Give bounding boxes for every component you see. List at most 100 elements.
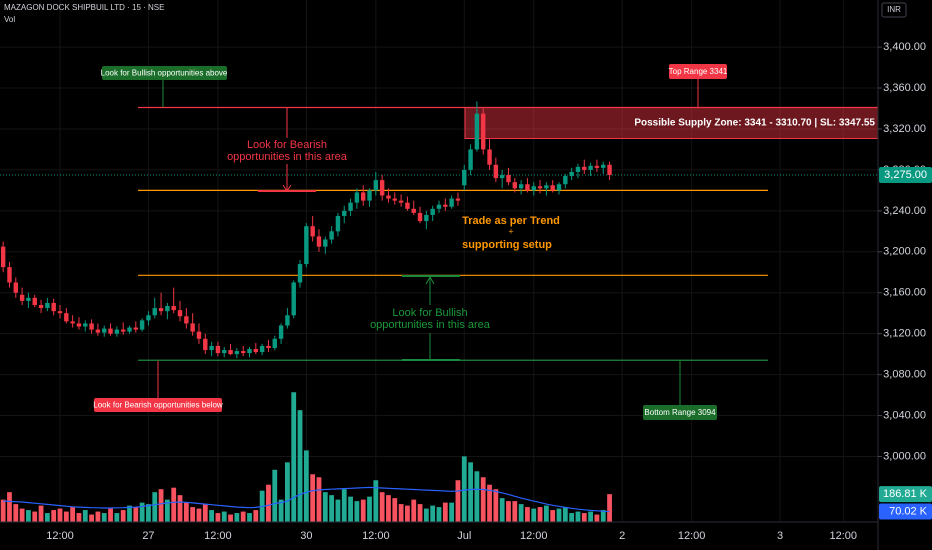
candle-body bbox=[108, 328, 113, 334]
candle-body bbox=[184, 316, 189, 324]
candle-body bbox=[114, 329, 120, 334]
volume-bar bbox=[398, 504, 404, 522]
candle-body bbox=[449, 198, 454, 207]
volume-label-box bbox=[879, 486, 932, 503]
currency: INR bbox=[887, 5, 901, 14]
volume-bar bbox=[575, 511, 581, 522]
volume-bar bbox=[468, 462, 473, 522]
candle-body bbox=[89, 323, 94, 330]
candle-body bbox=[436, 204, 442, 209]
volume-bar bbox=[329, 495, 335, 522]
volume-bar bbox=[209, 510, 215, 522]
candle-body bbox=[354, 192, 360, 203]
candle-body bbox=[304, 226, 309, 265]
label-box bbox=[94, 398, 222, 412]
volume-bar bbox=[569, 513, 575, 522]
x-tick-label: 27 bbox=[142, 530, 154, 542]
candle-body bbox=[152, 308, 157, 316]
price-label: 3,275.00 bbox=[884, 169, 927, 181]
y-tick-label: 3,000.00 bbox=[883, 450, 926, 462]
volume-bar bbox=[44, 513, 50, 522]
y-tick-label: 3,240.00 bbox=[883, 205, 926, 217]
volume-bar bbox=[95, 511, 101, 522]
candle-body bbox=[57, 311, 63, 314]
candle-body bbox=[474, 113, 480, 150]
candle-body bbox=[468, 149, 473, 170]
chart-title: MAZAGON DOCK SHIPBUIL LTD · 15 · NSE bbox=[4, 3, 164, 12]
candle-body bbox=[120, 329, 126, 332]
volume-bar bbox=[607, 494, 612, 522]
candle-body bbox=[102, 328, 107, 333]
candle-body bbox=[51, 302, 56, 312]
volume-bar bbox=[303, 450, 309, 522]
annotation-text: supporting setup bbox=[462, 239, 552, 251]
y-tick-label: 3,320.00 bbox=[883, 123, 926, 135]
volume-bar bbox=[89, 514, 94, 522]
candle-body bbox=[588, 165, 593, 170]
volume-label-box bbox=[879, 503, 932, 520]
candle-body bbox=[462, 169, 467, 186]
candle-body bbox=[139, 320, 145, 330]
volume-bar bbox=[127, 505, 132, 522]
annotation-label: Look for Bullish opportunities above bbox=[101, 69, 228, 78]
volume-bar bbox=[411, 499, 417, 522]
annotation-text: Look for Bearish bbox=[247, 139, 327, 151]
volume-bar bbox=[7, 492, 12, 522]
volume-bar bbox=[316, 477, 322, 522]
candle-body bbox=[247, 349, 252, 354]
volume-bar bbox=[57, 508, 63, 522]
candle-body bbox=[582, 166, 587, 170]
candle-body bbox=[430, 208, 435, 215]
candle-body bbox=[544, 185, 549, 189]
candle-body bbox=[253, 349, 259, 353]
volume-bar bbox=[114, 513, 120, 522]
candle-body bbox=[601, 164, 606, 168]
candle-body bbox=[323, 239, 328, 247]
candle-body bbox=[297, 264, 303, 283]
candle-body bbox=[133, 327, 139, 330]
volume-bar bbox=[221, 511, 227, 522]
volume-bar bbox=[373, 480, 379, 522]
volume-label: 186.81 K bbox=[883, 488, 928, 500]
candle-body bbox=[487, 149, 492, 165]
candle-body bbox=[392, 198, 397, 201]
volume-bar bbox=[322, 492, 328, 522]
candle-body bbox=[367, 190, 372, 201]
volume-bar bbox=[13, 504, 19, 522]
candle-body bbox=[512, 182, 518, 189]
volume-bar bbox=[196, 508, 202, 522]
candle-body bbox=[335, 215, 341, 232]
candle-body bbox=[563, 176, 568, 185]
volume-bar bbox=[177, 495, 183, 522]
candle-body bbox=[291, 282, 296, 316]
volume-bar bbox=[19, 508, 25, 522]
volume-bar bbox=[0, 499, 6, 522]
x-tick-label: 12:00 bbox=[520, 530, 548, 542]
candle-body bbox=[493, 164, 499, 179]
volume-bar bbox=[537, 507, 543, 522]
volume-bar bbox=[348, 496, 353, 522]
volume-bar bbox=[272, 469, 278, 522]
volume-bar bbox=[171, 487, 177, 522]
volume-pane bbox=[0, 392, 612, 522]
candle-body bbox=[417, 212, 423, 222]
volume-bar bbox=[247, 513, 252, 522]
candle-body bbox=[146, 315, 151, 321]
candle-body bbox=[190, 323, 195, 332]
volume-bar bbox=[499, 498, 505, 522]
volume-bar bbox=[354, 501, 360, 522]
candle-body bbox=[222, 350, 227, 354]
volume-bar bbox=[493, 489, 499, 522]
label-box bbox=[669, 64, 727, 79]
volume-bar bbox=[594, 514, 600, 522]
volume-bar bbox=[297, 410, 303, 522]
volume-bar bbox=[101, 513, 107, 522]
volume-bar bbox=[76, 513, 82, 522]
volume-bar bbox=[550, 510, 556, 522]
annotation-label: Bottom Range 3094 bbox=[644, 408, 716, 417]
volume-bar bbox=[556, 508, 562, 522]
candle-body bbox=[177, 310, 183, 317]
levels: Possible Supply Zone: 3341 - 3310.70 | S… bbox=[0, 106, 879, 361]
y-tick-label: 3,120.00 bbox=[883, 328, 926, 340]
volume-bar bbox=[120, 510, 126, 522]
